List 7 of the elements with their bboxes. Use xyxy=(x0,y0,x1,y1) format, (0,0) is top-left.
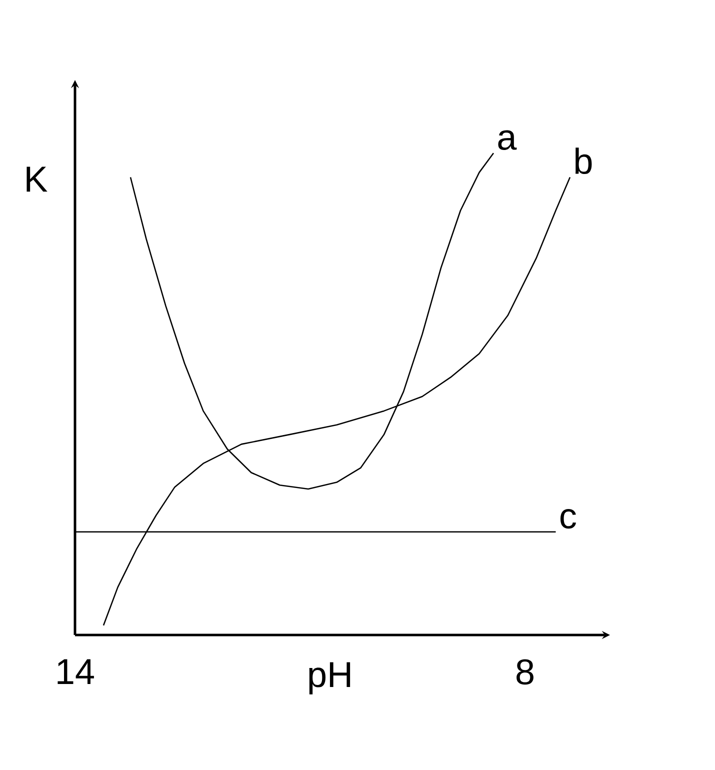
x-axis-title: pH xyxy=(309,662,350,694)
x-tick-label: 14 xyxy=(58,659,94,684)
series-label: a xyxy=(498,130,517,150)
y-axis-title: K xyxy=(26,166,48,192)
series-label: c xyxy=(560,508,576,529)
series-label: b xyxy=(576,148,592,174)
x-tick-label: 8 xyxy=(516,659,534,685)
